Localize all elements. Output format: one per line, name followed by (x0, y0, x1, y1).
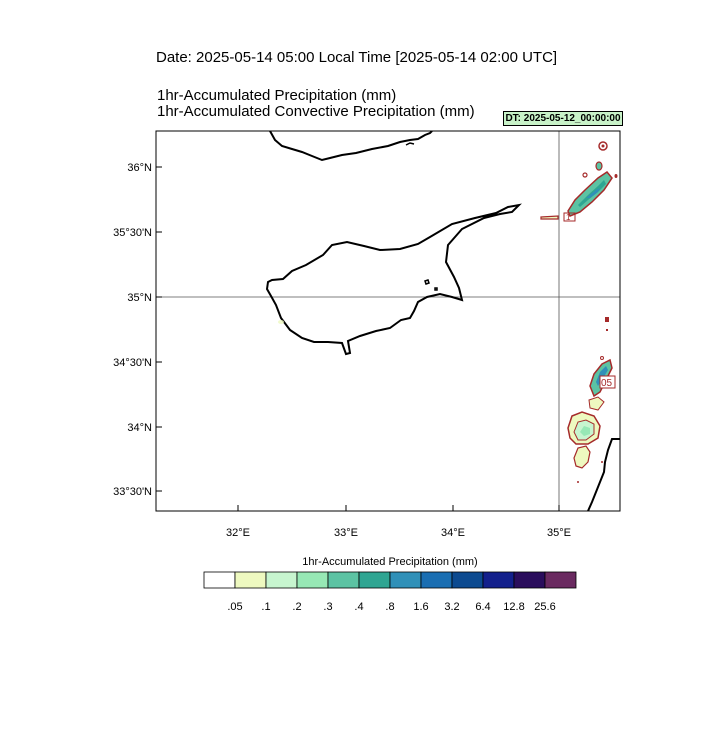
colorbar-label: .3 (323, 601, 333, 613)
colorbar-box (420, 571, 453, 589)
dt-badge: DT: 2025-05-12_00:00:00 (503, 111, 623, 126)
lon-label-34: 34°E (441, 527, 465, 539)
colorbar-label: .8 (385, 601, 395, 613)
colorbar-box (296, 571, 329, 589)
lon-tick-labels: 32°E 33°E 34°E 35°E (226, 527, 571, 539)
colorbar-label: .1 (261, 601, 271, 613)
colorbar (203, 571, 577, 589)
colorbar-label: 12.8 (503, 601, 525, 613)
lat-label-33-30: 33°30'N (113, 486, 152, 498)
precip-cells-north (540, 141, 618, 222)
precip-cells-south (567, 317, 616, 483)
coastline-turkey-islet (405, 142, 415, 146)
coastline-turkey (269, 131, 433, 162)
convective-precip-title: 1hr-Accumulated Convective Precipitation… (157, 103, 475, 120)
cyprus-islet (424, 279, 430, 285)
colorbar-box (482, 571, 515, 589)
contour-label-south: 05 (601, 378, 613, 389)
colorbar-label: .4 (354, 601, 364, 613)
precip-area-paphos (278, 320, 284, 324)
cyprus-islet-2 (434, 287, 438, 291)
lat-tick-labels: 36°N 35°30'N 35°N 34°30'N 34°N 33°30'N (113, 162, 152, 498)
colorbar-label: 25.6 (534, 601, 556, 613)
colorbar-box (513, 571, 546, 589)
lat-label-35: 35°N (127, 292, 152, 304)
lat-label-34-30: 34°30'N (113, 357, 152, 369)
contour-label-north: 1 (566, 213, 571, 222)
lon-label-32: 32°E (226, 527, 250, 539)
colorbar-label: .05 (227, 601, 243, 613)
colorbar-box (358, 571, 391, 589)
coastline-levant (587, 438, 620, 511)
colorbar-box (544, 571, 577, 589)
colorbar-title: 1hr-Accumulated Precipitation (mm) (302, 556, 478, 568)
lat-label-36: 36°N (127, 162, 152, 174)
colorbar-label: 6.4 (475, 601, 491, 613)
colorbar-label: 3.2 (444, 601, 460, 613)
lat-label-34: 34°N (127, 422, 152, 434)
precip-title: 1hr-Accumulated Precipitation (mm) (157, 87, 397, 104)
colorbar-box (234, 571, 267, 589)
colorbar-box (451, 571, 484, 589)
colorbar-box (265, 571, 298, 589)
lon-label-35: 35°E (547, 527, 571, 539)
coastline-cyprus (265, 203, 522, 356)
colorbar-box (327, 571, 360, 589)
colorbar-label: 1.6 (413, 601, 429, 613)
colorbar-box (389, 571, 422, 589)
map-frame (155, 130, 621, 512)
date-title: Date: 2025-05-14 05:00 Local Time [2025-… (156, 49, 558, 66)
colorbar-box (203, 571, 236, 589)
colorbar-label: .2 (292, 601, 302, 613)
map-plot-area (156, 131, 620, 511)
lat-label-35-30: 35°30'N (113, 227, 152, 239)
lat-axis (156, 166, 162, 492)
lon-axis (237, 505, 560, 511)
lon-label-33: 33°E (334, 527, 358, 539)
